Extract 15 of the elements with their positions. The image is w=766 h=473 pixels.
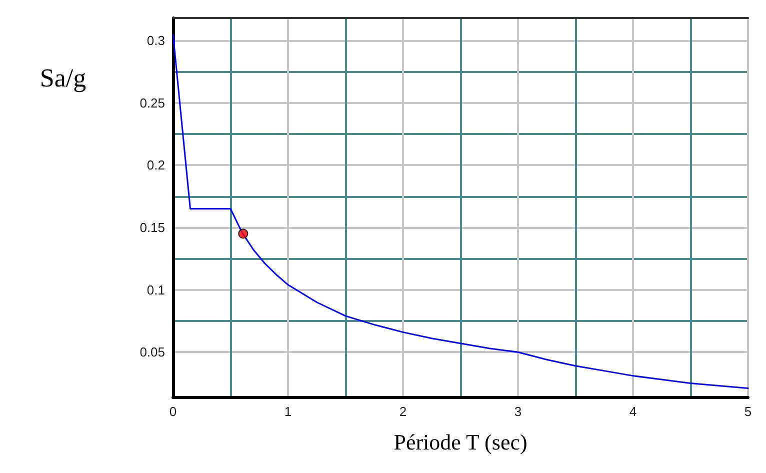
x-tick-label: 2 — [399, 404, 407, 419]
y-axis-title: Sa/g — [40, 64, 86, 92]
line-series — [172, 33, 749, 390]
x-axis-title: Période T (sec) — [394, 430, 528, 454]
y-tick-label: 0.2 — [146, 158, 165, 173]
x-tick-label: 0 — [169, 404, 177, 419]
y-tick-label: 0.1 — [146, 282, 165, 298]
x-tick-label: 1 — [284, 404, 292, 419]
y-tick-label: 0.3 — [146, 32, 165, 48]
y-tick-label: 0.05 — [140, 344, 165, 360]
y-tick-label: 0.25 — [140, 95, 165, 110]
y-tick-label: 0.15 — [140, 220, 165, 235]
x-tick-label: 3 — [514, 404, 522, 419]
x-tick-label: 5 — [744, 404, 752, 419]
x-tick-label: 4 — [629, 404, 637, 419]
